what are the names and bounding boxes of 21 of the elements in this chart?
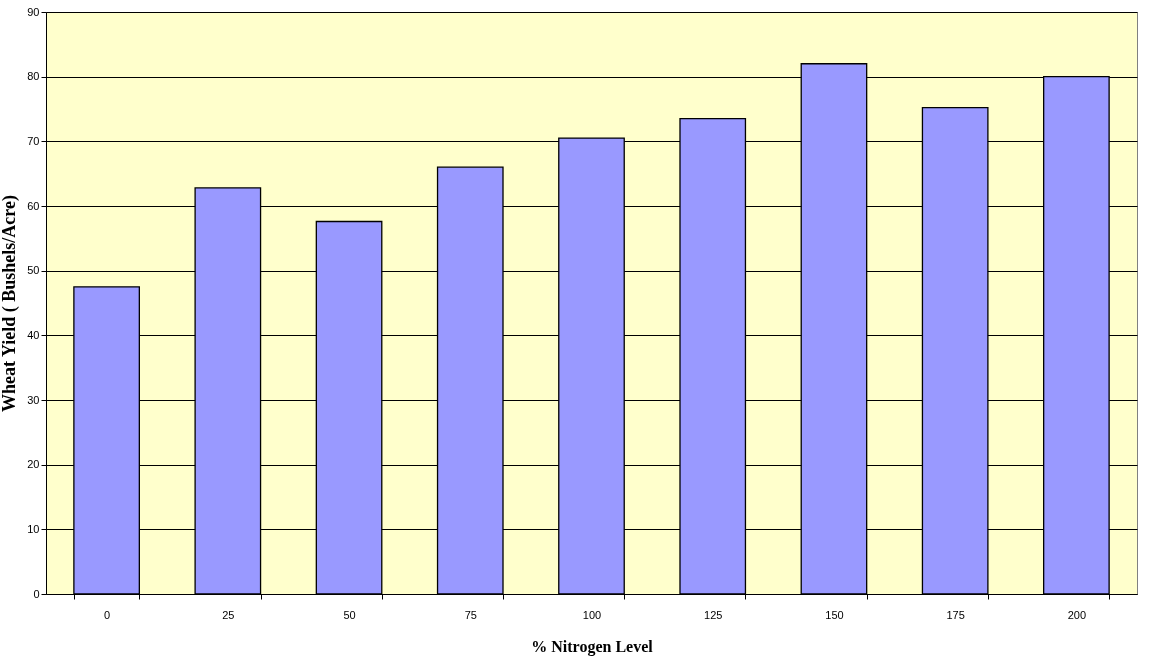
y-tick-label: 80 [27,70,40,83]
x-tick-label: 50 [343,608,356,621]
x-tick-label: 0 [104,608,111,621]
x-tick-label: 175 [946,608,965,621]
x-tick-label: 150 [825,608,844,621]
y-tick-label: 30 [27,393,40,406]
x-tick-label: 25 [222,608,235,621]
y-axis-title: Wheat Yield ( Bushels/Acre) [0,195,21,412]
x-tick-label: 125 [704,608,723,621]
y-tick-label: 60 [27,199,40,212]
x-tick-label: 100 [582,608,602,621]
y-tick-label: 20 [27,458,40,471]
x-tick-label: 75 [464,608,477,621]
y-tick-label: 40 [27,328,40,341]
y-tick-label: 0 [33,587,40,600]
y-tick-label: 50 [27,264,40,277]
y-tick-label: 10 [27,522,40,535]
y-tick-label: 90 [27,5,40,18]
x-axis-title: % Nitrogen Level [531,637,654,656]
y-tick-label: 70 [27,134,40,147]
x-tick-label: 200 [1067,608,1087,621]
